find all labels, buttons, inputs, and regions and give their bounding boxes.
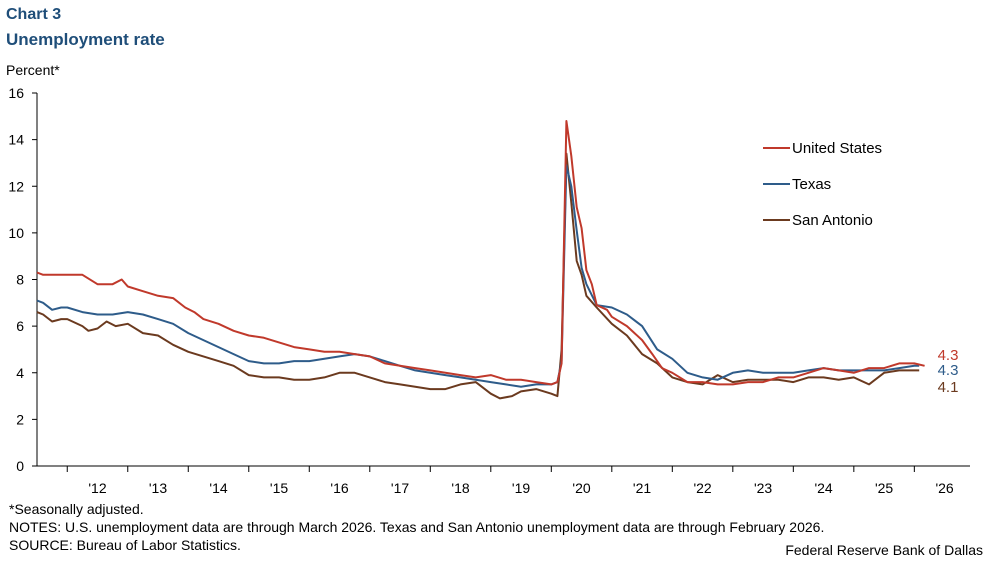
chart-axes: 0 2 4 6 8 10 12 14 16 '12 '13 '14 '15 '16 '17 '18 '19 '20… — [8, 85, 970, 496]
y-tick-label: 16 — [8, 85, 24, 101]
credit-line: Federal Reserve Bank of Dallas — [785, 542, 983, 558]
end-label-united-states: 4.3 — [938, 347, 959, 364]
y-tick-label: 8 — [16, 272, 24, 288]
x-tick-label: '24 — [814, 480, 832, 496]
source-text: SOURCE: Bureau of Labor Statistics. — [9, 537, 241, 553]
y-tick-label: 2 — [16, 411, 24, 427]
x-tick-label: '16 — [330, 480, 348, 496]
x-tick-label: '14 — [209, 480, 227, 496]
footnote: *Seasonally adjusted. — [9, 501, 144, 517]
series-layer — [36, 120, 925, 400]
series-line-san-antonio — [36, 152, 920, 400]
notes-text: NOTES: U.S. unemployment data are throug… — [9, 519, 825, 535]
x-tick-label: '18 — [451, 480, 469, 496]
line-chart: 0 2 4 6 8 10 12 14 16 '12 '13 '14 '15 '16 '17 '18 '19 '20… — [8, 85, 970, 496]
x-tick-label: '15 — [270, 480, 288, 496]
series-line-texas — [36, 164, 920, 388]
legend-label-san-antonio: San Antonio — [792, 212, 873, 229]
legend: United States Texas San Antonio — [763, 140, 882, 229]
y-tick-label: 0 — [16, 458, 24, 474]
x-tick-label: '21 — [633, 480, 651, 496]
y-tick-label: 14 — [8, 132, 24, 148]
legend-label-united-states: United States — [792, 140, 882, 157]
y-axis-label: Percent* — [6, 62, 60, 78]
y-tick-label: 4 — [16, 365, 24, 381]
x-tick-label: '12 — [88, 480, 106, 496]
end-labels: 4.34.34.1 — [938, 347, 959, 396]
x-tick-label: '20 — [572, 480, 590, 496]
end-label-san-antonio: 4.1 — [938, 379, 959, 396]
x-tick-label: '23 — [754, 480, 772, 496]
y-tick-label: 10 — [8, 225, 24, 241]
series-line-united-states — [36, 120, 925, 386]
y-tick-label: 6 — [16, 318, 24, 334]
chart-notes: *Seasonally adjusted. NOTES: U.S. unempl… — [9, 500, 824, 554]
end-label-texas: 4.3 — [938, 362, 959, 379]
chart-number: Chart 3 — [6, 6, 62, 23]
x-tick-label: '17 — [391, 480, 409, 496]
x-tick-label: '13 — [149, 480, 167, 496]
x-tick-label: '22 — [693, 480, 711, 496]
x-tick-label: '25 — [875, 480, 893, 496]
y-tick-label: 12 — [8, 178, 24, 194]
chart-title: Unemployment rate — [6, 30, 165, 49]
x-tick-label: '26 — [935, 480, 953, 496]
x-tick-label: '19 — [512, 480, 530, 496]
legend-label-texas: Texas — [792, 176, 831, 193]
